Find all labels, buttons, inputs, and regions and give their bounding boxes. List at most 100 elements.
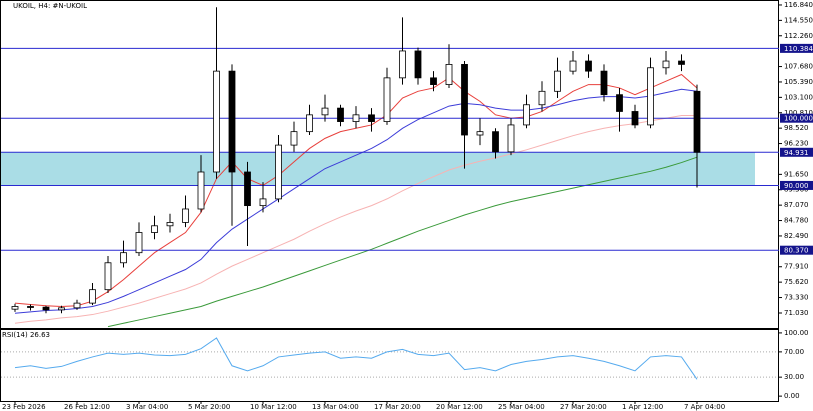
candle-body <box>11 306 19 310</box>
y-tick-label: 71.030 <box>784 309 809 317</box>
candle-body <box>616 94 623 112</box>
candle-body <box>569 60 577 72</box>
candle-body <box>554 70 561 92</box>
moving-average <box>14 88 698 314</box>
candle-body <box>120 252 127 264</box>
candle-body <box>693 90 701 153</box>
y-tick-label: 105.390 <box>784 78 813 86</box>
candle-body <box>151 225 158 233</box>
level-label-box <box>780 43 813 53</box>
y-tick-label: 91.650 <box>784 170 809 178</box>
rsi-line <box>14 337 698 380</box>
candle-body <box>492 131 499 153</box>
level-label-box <box>780 147 813 157</box>
candle-body <box>523 104 530 126</box>
candle-body <box>228 70 236 173</box>
candle-body <box>321 107 329 116</box>
x-tick-label: 10 Mar 12:00 <box>250 403 297 411</box>
x-tick-label: 25 Mar 04:00 <box>498 403 545 411</box>
moving-average <box>107 156 698 328</box>
x-tick-label: 26 Feb 12:00 <box>64 403 110 411</box>
candle-body <box>678 60 685 65</box>
candle-body <box>166 222 174 227</box>
candle-body <box>275 144 282 200</box>
x-tick-label: 27 Mar 20:00 <box>560 403 607 411</box>
candle-body <box>445 64 453 85</box>
candle-body <box>352 114 360 122</box>
y-tick-label: 98.520 <box>784 124 809 132</box>
candle-body <box>585 60 592 72</box>
candle-body <box>42 306 50 311</box>
level-label: 90.000 <box>784 182 809 190</box>
candle-body <box>197 171 205 210</box>
candle-body <box>399 50 406 79</box>
level-label: 110.384 <box>784 45 813 53</box>
candle-body <box>662 60 670 69</box>
rsi-title: RSI(14) 26.63 <box>2 331 50 339</box>
level-label: 80.370 <box>784 247 809 255</box>
y-tick-label: 103.100 <box>784 93 813 101</box>
candle-body <box>507 124 515 153</box>
candle-body <box>538 90 546 106</box>
candle-body <box>244 171 251 207</box>
level-label-box <box>780 180 813 190</box>
candle-body <box>73 302 81 309</box>
candle-body <box>89 289 96 304</box>
candle-body <box>368 114 375 122</box>
main-frame <box>0 0 779 329</box>
zone <box>1 152 755 186</box>
candle-body <box>631 111 639 126</box>
y-tick-label: 73.330 <box>784 294 809 302</box>
y-tick-label: 82.490 <box>784 232 809 240</box>
moving-average <box>14 73 698 307</box>
x-tick-label: 17 Mar 20:00 <box>374 403 421 411</box>
level-label-box <box>780 245 813 255</box>
y-tick-label: 96.230 <box>784 140 809 148</box>
candle-body <box>647 67 654 126</box>
candle-body <box>213 70 220 173</box>
candle-body <box>600 70 608 96</box>
x-tick-label: 20 Mar 12:00 <box>436 403 483 411</box>
candle-body <box>182 208 189 223</box>
y-tick-label: 100.810 <box>784 109 813 117</box>
y-tick-label: 100.00 <box>784 329 809 337</box>
x-tick-label: 5 Mar 20:00 <box>188 403 230 411</box>
candle-body <box>104 262 112 291</box>
y-tick-label: 0.00 <box>784 392 800 400</box>
candle-body <box>337 107 344 122</box>
y-tick-label: 84.780 <box>784 217 809 225</box>
x-tick-label: 23 Feb 2026 <box>2 403 46 411</box>
y-tick-label: 70.00 <box>784 348 804 356</box>
chart-title: UKOIL, H4: #N-UKOIL <box>13 2 87 10</box>
level-label: 100.000 <box>784 115 813 123</box>
candle-body <box>58 307 65 311</box>
candle-body <box>259 198 267 207</box>
level-label: 94.931 <box>784 149 809 157</box>
candle-body <box>383 77 391 122</box>
x-tick-label: 7 Apr 04:00 <box>684 403 725 411</box>
y-tick-label: 75.620 <box>784 278 809 286</box>
candle-body <box>461 64 468 136</box>
y-tick-label: 87.070 <box>784 201 809 209</box>
candle-body <box>27 306 34 308</box>
candle-body <box>135 232 143 254</box>
rsi-frame <box>0 329 779 402</box>
y-tick-label: 114.550 <box>784 16 813 24</box>
x-tick-label: 13 Mar 04:00 <box>312 403 359 411</box>
candle-body <box>414 50 422 79</box>
y-tick-label: 30.00 <box>784 373 804 381</box>
x-tick-label: 3 Mar 04:00 <box>126 403 168 411</box>
moving-average <box>14 115 697 324</box>
candle-body <box>306 114 313 133</box>
level-label-box <box>780 113 813 123</box>
y-tick-label: 107.680 <box>784 63 813 71</box>
candle-body <box>290 131 298 146</box>
y-tick-label: 116.840 <box>784 1 813 9</box>
candle-body <box>430 77 437 85</box>
x-tick-label: 1 Apr 12:00 <box>622 403 663 411</box>
candle-body <box>476 131 484 136</box>
y-tick-label: 112.260 <box>784 32 813 40</box>
y-tick-label: 77.910 <box>784 263 809 271</box>
